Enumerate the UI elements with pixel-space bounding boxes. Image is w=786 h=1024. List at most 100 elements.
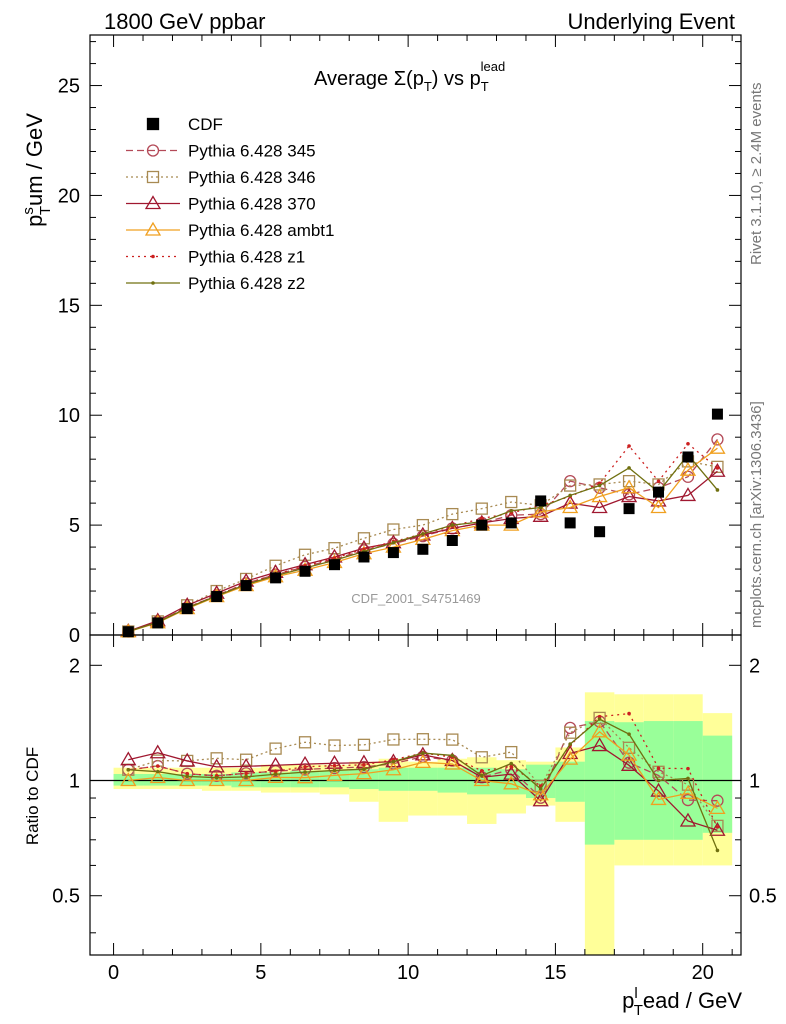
marker-dot bbox=[155, 764, 160, 768]
plot-title-sup2: lead bbox=[481, 59, 506, 74]
plot-title-main: Average Σ(p bbox=[314, 68, 424, 90]
marker-triangle bbox=[208, 758, 225, 773]
ratio-tick-label: 0.5 bbox=[52, 886, 80, 908]
legend-label: Pythia 6.428 345 bbox=[188, 142, 316, 161]
marker-dot bbox=[151, 281, 155, 285]
marker-dot bbox=[715, 466, 720, 470]
cdf-point bbox=[270, 572, 282, 584]
marker-triangle bbox=[237, 772, 255, 787]
marker-triangle bbox=[179, 772, 196, 787]
legend-entry: Pythia 6.428 346 bbox=[126, 168, 316, 187]
uncertainty-band-green bbox=[143, 773, 173, 786]
cdf-point bbox=[653, 486, 665, 498]
marker-dot bbox=[597, 717, 602, 721]
uncertainty-band-green bbox=[260, 772, 291, 788]
x-tick-label: 0 bbox=[108, 962, 119, 984]
legend-label: Pythia 6.428 370 bbox=[188, 195, 316, 214]
marker-circle bbox=[146, 144, 160, 157]
cdf-point bbox=[623, 503, 635, 515]
energy-title: 1800 GeV ppbar bbox=[104, 9, 265, 34]
marker-triangle bbox=[473, 772, 490, 787]
marker-triangle bbox=[591, 499, 608, 514]
marker-circle bbox=[711, 794, 724, 807]
marker-dot bbox=[450, 523, 455, 527]
marker-triangle bbox=[237, 758, 255, 773]
marker-square bbox=[534, 779, 547, 793]
ylabel-main-sub: T bbox=[37, 206, 54, 215]
marker-triangle bbox=[532, 786, 549, 801]
marker-dot bbox=[214, 775, 219, 780]
ratio-frame bbox=[89, 634, 742, 956]
marker-triangle bbox=[144, 221, 162, 236]
marker-square bbox=[210, 752, 223, 765]
legend-entry: CDF bbox=[146, 115, 223, 134]
svg-text:Average Σ(pT) vs pTlead: Average Σ(pT) vs pTlead bbox=[314, 59, 505, 94]
x-tick-label: 10 bbox=[397, 962, 419, 984]
marker-dot bbox=[627, 444, 631, 448]
marker-dot bbox=[273, 769, 278, 773]
cdf-point bbox=[152, 617, 164, 629]
marker-square bbox=[505, 495, 518, 509]
xlabel-tail: ead / GeV bbox=[643, 988, 742, 1013]
ratio-series-line bbox=[128, 730, 718, 809]
marker-square bbox=[269, 559, 282, 572]
marker-triangle bbox=[591, 488, 608, 503]
marker-dot bbox=[597, 483, 602, 488]
marker-triangle bbox=[385, 761, 402, 776]
ratio-series-line bbox=[128, 717, 718, 827]
x-tick-label: 5 bbox=[255, 962, 266, 984]
marker-square bbox=[416, 733, 430, 746]
cdf-point bbox=[328, 559, 340, 571]
marker-circle bbox=[239, 767, 253, 780]
marker-dot bbox=[715, 848, 720, 853]
marker-square bbox=[563, 726, 577, 739]
marker-dot bbox=[332, 768, 337, 773]
marker-triangle bbox=[296, 755, 314, 770]
cdf-point bbox=[682, 451, 694, 463]
marker-dot bbox=[627, 711, 631, 716]
xlabel-p: p bbox=[622, 988, 634, 1013]
marker-dot bbox=[362, 767, 366, 771]
process-title: Underlying Event bbox=[567, 9, 735, 34]
plot-title-mid: ) vs p bbox=[432, 68, 481, 90]
y-tick-label: 5 bbox=[69, 515, 80, 537]
marker-dot bbox=[244, 771, 248, 776]
y-axis-label-main: psTum / GeV bbox=[20, 113, 54, 227]
mcplots-label: mcplots.cern.ch [arXiv:1306.3436] bbox=[748, 401, 765, 628]
marker-triangle bbox=[709, 439, 726, 454]
cdf-point bbox=[594, 526, 606, 538]
uncertainty-band-green bbox=[702, 735, 733, 833]
marker-dot bbox=[715, 488, 720, 492]
uncertainty-band-green bbox=[113, 773, 144, 786]
marker-triangle bbox=[473, 768, 490, 783]
plot-title-sub1: T bbox=[424, 79, 432, 94]
marker-square bbox=[387, 733, 400, 746]
marker-triangle bbox=[709, 821, 726, 836]
x-tick-label: 15 bbox=[544, 962, 566, 984]
y-tick-label: 20 bbox=[58, 185, 80, 207]
marker-triangle bbox=[650, 782, 667, 797]
ratio-series-ambt1 bbox=[120, 723, 726, 815]
marker-triangle bbox=[562, 750, 579, 765]
legend-label: Pythia 6.428 ambt1 bbox=[188, 221, 334, 240]
ratio-series-line bbox=[128, 720, 718, 802]
marker-triangle bbox=[650, 492, 667, 507]
marker-dot bbox=[656, 479, 661, 483]
legend-label: CDF bbox=[188, 115, 223, 134]
marker-triangle bbox=[620, 757, 638, 771]
marker-triangle bbox=[709, 462, 726, 477]
y-tick-label: 0 bbox=[69, 625, 80, 647]
marker-dot bbox=[273, 772, 278, 777]
legend: CDF Pythia 6.428 345 Pythia 6.428 346 Pythi… bbox=[126, 115, 334, 293]
marker-triangle bbox=[591, 737, 608, 752]
marker-dot bbox=[715, 825, 720, 829]
marker-dot bbox=[185, 771, 190, 776]
marker-square bbox=[622, 475, 636, 488]
cdf-point bbox=[240, 580, 252, 592]
marker-triangle bbox=[120, 772, 137, 787]
marker-dot bbox=[479, 769, 484, 773]
marker-triangle bbox=[208, 772, 225, 787]
marker-square bbox=[357, 738, 371, 751]
marker-triangle bbox=[532, 508, 549, 522]
marker-triangle bbox=[444, 752, 461, 767]
